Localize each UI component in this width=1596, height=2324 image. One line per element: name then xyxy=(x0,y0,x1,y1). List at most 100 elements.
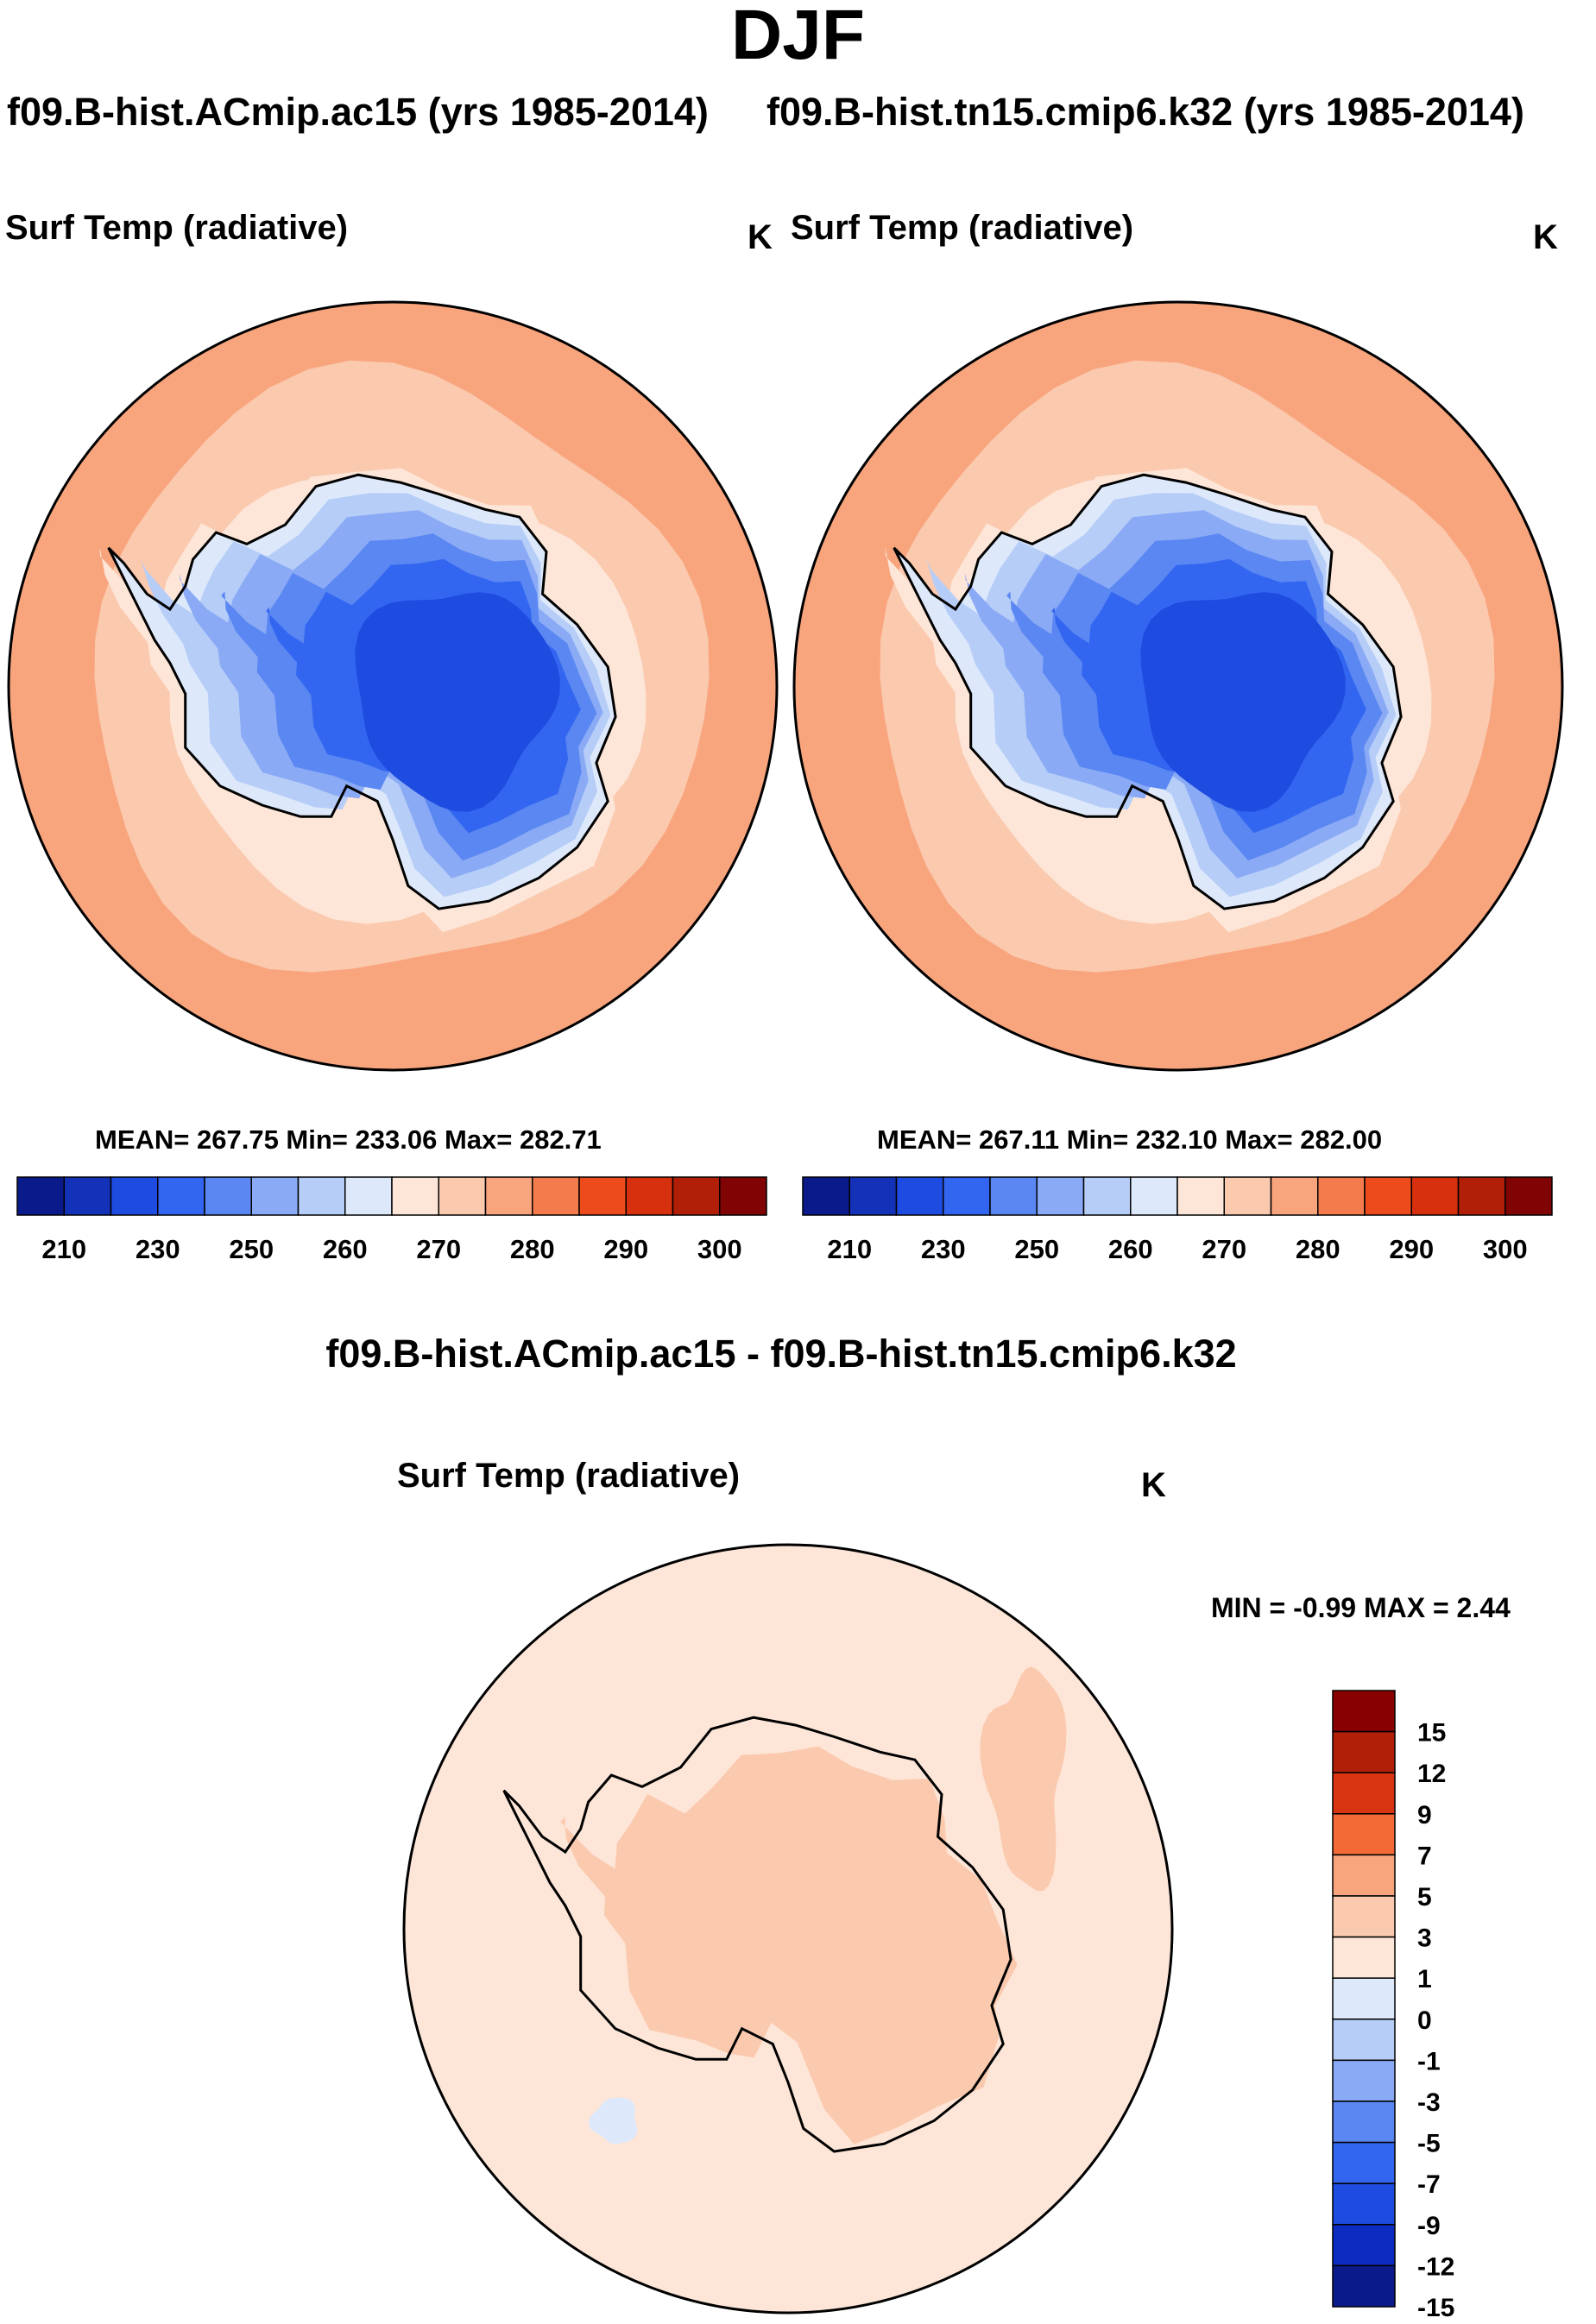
panel-b-colorbar-tick-label: 230 xyxy=(921,1234,966,1264)
panel-b-field xyxy=(794,302,1562,1070)
panel-a-map xyxy=(7,300,779,1072)
panel-b-colorbar-tick-label: 300 xyxy=(1483,1234,1528,1264)
panel-a-colorbar-swatch xyxy=(110,1176,159,1216)
diff-colorbar-swatch xyxy=(1332,1895,1396,1938)
panel-a-colorbar-tick-label: 270 xyxy=(416,1234,461,1264)
diff-colorbar-swatch xyxy=(1332,1772,1396,1815)
diff-colorbar-tick-label: -7 xyxy=(1417,2170,1441,2199)
diff-colorbar-tick-label: -15 xyxy=(1417,2294,1454,2317)
diff-minmax: MIN = -0.99 MAX = 2.44 xyxy=(1211,1592,1511,1623)
panel-a-colorbar-swatch xyxy=(157,1176,205,1216)
panel-a-colorbar-swatch xyxy=(16,1176,65,1216)
diff-colorbar-swatch xyxy=(1332,1813,1396,1856)
diff-variable: Surf Temp (radiative) xyxy=(397,1457,741,1495)
diff-colorbar-swatch xyxy=(1332,2224,1396,2267)
panel-b-map-border xyxy=(792,300,1564,1072)
panel-a-colorbar-tick-label: 300 xyxy=(697,1234,742,1264)
panel-b-units: K xyxy=(1533,218,1558,256)
panel-a-colorbar-swatch xyxy=(438,1176,487,1216)
panel-a-colorbar-tick-label: 290 xyxy=(603,1234,648,1264)
panel-b-map xyxy=(792,300,1564,1072)
diff-land-warm xyxy=(560,1746,1018,2145)
panel-b-colorbar-tick-label: 210 xyxy=(827,1234,872,1264)
diff-colorbar-swatch xyxy=(1332,1854,1396,1897)
panel-b-colorbar-tick-label: 260 xyxy=(1108,1234,1153,1264)
panel-b-colorbar-swatch xyxy=(848,1176,898,1216)
panel-b-colorbar-swatch xyxy=(1410,1176,1460,1216)
diff-colorbar-swatch xyxy=(1332,2264,1396,2308)
panel-a-colorbar-tick-label: 250 xyxy=(229,1234,274,1264)
diff-coastline xyxy=(502,1716,1012,2153)
panel-a-colorbar-swatch xyxy=(625,1176,674,1216)
diff-colorbar-swatch xyxy=(1332,2100,1396,2144)
panel-b-colorbar-swatch xyxy=(1082,1176,1132,1216)
panel-b-colorbar-swatch xyxy=(1130,1176,1178,1216)
diff-colorbar-tick-label: 15 xyxy=(1417,1719,1446,1748)
panel-a-colorbar-swatch xyxy=(578,1176,627,1216)
panel-a-ice-5 xyxy=(355,592,560,812)
diff-colorbar-tick-label: -5 xyxy=(1417,2130,1441,2158)
case-b-title: f09.B-hist.tn15.cmip6.k32 (yrs 1985-2014… xyxy=(766,90,1524,134)
diff-field xyxy=(404,1545,1172,2313)
diff-colorbar-swatch xyxy=(1332,1730,1396,1773)
panel-a-colorbar-tick-label: 280 xyxy=(510,1234,555,1264)
panel-b-colorbar-tick-label: 280 xyxy=(1296,1234,1341,1264)
panel-a-map-border xyxy=(7,300,779,1072)
panel-b-colorbar-tick-label: 250 xyxy=(1014,1234,1059,1264)
diff-colorbar-swatch xyxy=(1332,2059,1396,2102)
diff-colorbar-tick-label: -1 xyxy=(1417,2047,1441,2075)
diff-colorbar-tick-label: 9 xyxy=(1417,1801,1432,1830)
panel-a-colorbar-swatch xyxy=(391,1176,439,1216)
diff-map-border xyxy=(402,1543,1174,2315)
panel-a-colorbar-tick-label: 230 xyxy=(136,1234,180,1264)
diff-colorbar-swatch xyxy=(1332,1977,1396,2020)
panel-a-coastline xyxy=(107,473,617,910)
panel-b-variable: Surf Temp (radiative) xyxy=(791,209,1134,247)
panel-b-coastline xyxy=(893,473,1403,910)
panel-a-colorbar-swatch xyxy=(297,1176,346,1216)
diff-positive-streak xyxy=(980,1666,1067,1892)
panel-a-colorbar-swatch xyxy=(484,1176,533,1216)
diff-colorbar: 15 12 9 7 5 3 1 0 -1 -3 -5 -7 -9 -12 -15 xyxy=(1332,1690,1454,2317)
diff-colorbar-tick-label: 3 xyxy=(1417,1924,1432,1953)
panel-a-colorbar-swatch xyxy=(719,1176,767,1216)
panel-a-colorbar-tick-label: 260 xyxy=(323,1234,368,1264)
panel-b-stats: MEAN= 267.11 Min= 232.10 Max= 282.00 xyxy=(877,1124,1383,1155)
diff-colorbar-tick-label: -3 xyxy=(1417,2088,1441,2117)
panel-b-colorbar-swatch xyxy=(1364,1176,1412,1216)
panel-b-ice-5 xyxy=(1140,592,1346,812)
diff-colorbar-swatch xyxy=(1332,1690,1396,1733)
panel-b-colorbar-swatch xyxy=(989,1176,1038,1216)
panel-a-units: K xyxy=(748,218,773,256)
diff-units: K xyxy=(1141,1466,1166,1504)
diff-map xyxy=(402,1543,1174,2315)
panel-a-colorbar-swatch xyxy=(532,1176,580,1216)
panel-b-colorbar: 210 230 250 260 270 280 290 300 xyxy=(802,1176,1553,1264)
diff-colorbar-tick-label: 1 xyxy=(1417,1965,1432,1993)
diff-colorbar-swatch xyxy=(1332,2141,1396,2184)
panel-b-colorbar-swatch xyxy=(895,1176,944,1216)
diff-colorbar-tick-label: 5 xyxy=(1417,1883,1432,1911)
panel-a-colorbar-swatch xyxy=(250,1176,300,1216)
case-a-title: f09.B-hist.ACmip.ac15 (yrs 1985-2014) xyxy=(7,90,709,134)
diff-colorbar-tick-label: -9 xyxy=(1417,2212,1441,2240)
panel-a-colorbar-swatch xyxy=(672,1176,721,1216)
panel-a-variable: Surf Temp (radiative) xyxy=(5,209,349,247)
diff-negative-patch xyxy=(589,2097,638,2145)
diff-colorbar-tick-label: 0 xyxy=(1417,2006,1432,2035)
panel-a-field xyxy=(9,302,777,1070)
diff-colorbar-swatch xyxy=(1332,1936,1396,1979)
panel-b-colorbar-swatch xyxy=(1176,1176,1225,1216)
panel-a-colorbar: 210 230 250 260 270 280 290 300 xyxy=(16,1176,767,1264)
panel-b-colorbar-swatch xyxy=(943,1176,991,1216)
panel-a-colorbar-swatch xyxy=(204,1176,252,1216)
diff-colorbar-tick-label: 12 xyxy=(1417,1760,1446,1788)
panel-b-colorbar-swatch xyxy=(1317,1176,1366,1216)
panel-b-colorbar-swatch xyxy=(1457,1176,1506,1216)
panel-b-colorbar-swatch xyxy=(1223,1176,1272,1216)
diff-colorbar-tick-label: -12 xyxy=(1417,2252,1454,2281)
panel-b-colorbar-swatch xyxy=(1036,1176,1085,1216)
diff-colorbar-tick-label: 7 xyxy=(1417,1842,1432,1870)
panel-b-colorbar-swatch xyxy=(802,1176,850,1216)
panel-b-colorbar-swatch xyxy=(1270,1176,1319,1216)
